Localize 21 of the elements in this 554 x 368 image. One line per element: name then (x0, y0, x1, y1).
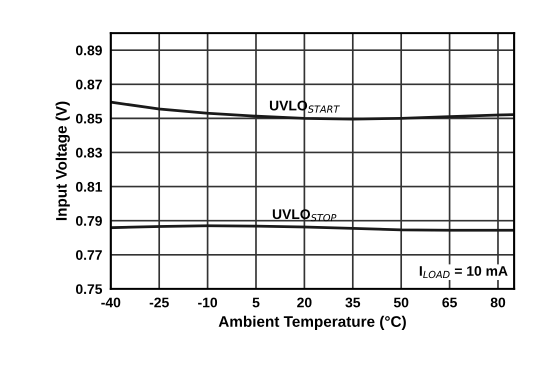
y-tick-label: 0.87 (76, 80, 102, 90)
y-tick-label: 0.83 (76, 148, 102, 158)
annotation: I$_{LOAD}$ = 10 mA (420, 266, 508, 278)
y-tick-label: 0.81 (76, 182, 102, 192)
x-tick-label: 50 (394, 298, 408, 308)
y-axis-title: Input Voltage (V) (56, 102, 70, 220)
y-tick-label: 0.85 (76, 114, 102, 124)
y-tick-label: 0.89 (76, 46, 102, 56)
x-tick-label: -10 (198, 298, 218, 308)
x-tick-label: 35 (345, 298, 360, 308)
line-series (110, 100, 514, 120)
x-tick-label: -40 (101, 298, 120, 308)
y-tick-label: 0.77 (76, 250, 102, 260)
x-tick-label: -25 (150, 298, 169, 308)
x-tick-label: 5 (252, 298, 260, 308)
x-tick-label: 20 (297, 298, 312, 308)
y-tick-label: 0.75 (76, 284, 102, 294)
y-tick-label: 0.79 (76, 216, 102, 226)
x-axis-title: Ambient Temperature (°C) (218, 316, 406, 330)
x-tick-label: 80 (490, 298, 506, 308)
x-tick-label: 65 (442, 298, 457, 308)
